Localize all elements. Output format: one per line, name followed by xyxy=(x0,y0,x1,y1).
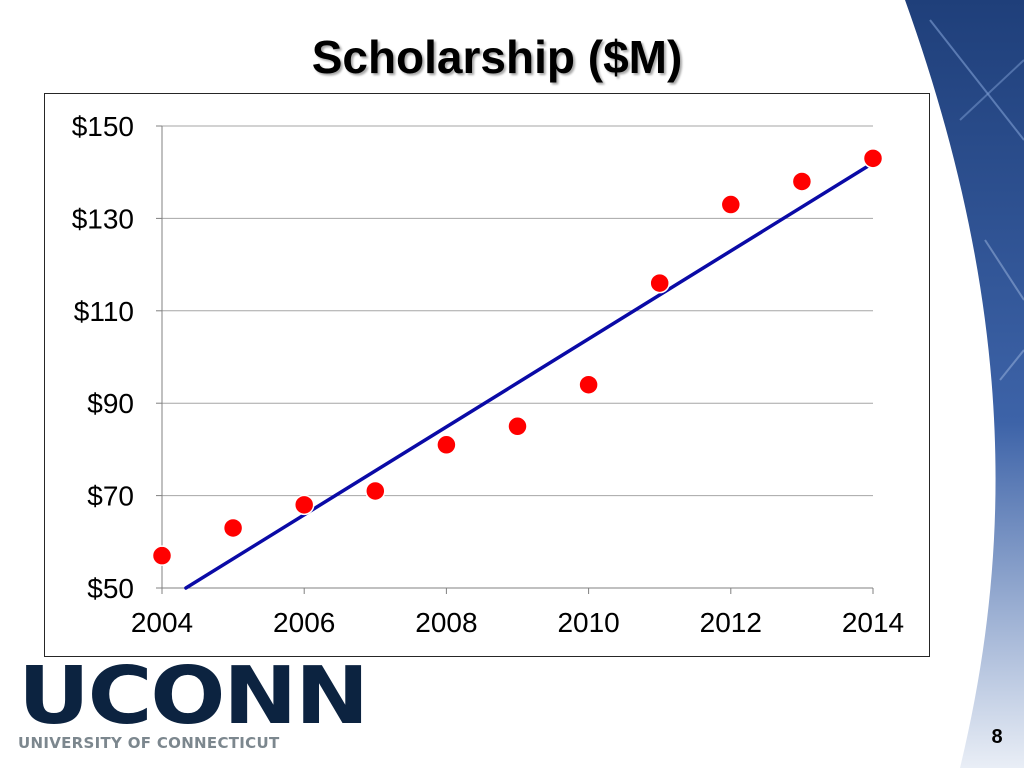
y-tick-label: $110 xyxy=(74,296,134,327)
gridlines xyxy=(162,125,873,497)
logo-wordmark: UCONN xyxy=(18,650,369,742)
uconn-logo: UCONN UNIVERSITY OF CONNECTICUT xyxy=(18,656,369,762)
data-point xyxy=(507,416,528,437)
y-tick-label: $50 xyxy=(87,573,134,604)
data-point xyxy=(862,148,884,169)
data-point xyxy=(578,374,599,395)
chart-frame: $50 $70 $90 $110 $130 $150 2004 2006 2008 2010 201… xyxy=(44,93,930,657)
data-point xyxy=(436,434,457,456)
trendline xyxy=(184,161,875,590)
data-point xyxy=(151,545,173,566)
y-tick-label: $70 xyxy=(87,481,134,512)
x-tick-label: 2014 xyxy=(842,607,904,638)
y-tick-label: $150 xyxy=(72,111,134,142)
x-tick-label: 2006 xyxy=(273,607,335,638)
data-point xyxy=(791,171,813,192)
data-point xyxy=(649,272,670,294)
y-tick-label: $90 xyxy=(87,388,134,419)
data-point xyxy=(293,494,315,516)
axes xyxy=(156,125,874,594)
x-tick-label: 2010 xyxy=(557,607,619,638)
scholarship-scatter-chart: $50 $70 $90 $110 $130 $150 2004 2006 2008 2010 201… xyxy=(72,111,904,638)
data-point xyxy=(222,517,244,539)
page-number: 8 xyxy=(991,726,1003,748)
x-tick-label: 2008 xyxy=(415,607,477,638)
data-point xyxy=(365,480,386,502)
x-tick-label: 2012 xyxy=(700,607,762,638)
data-point xyxy=(720,194,742,215)
trendline-layer xyxy=(184,161,875,590)
logo-subtitle: UNIVERSITY OF CONNECTICUT xyxy=(18,734,280,752)
tick-labels: $50 $70 $90 $110 $130 $150 2004 2006 2008 2010 201… xyxy=(72,111,904,638)
slide-title: Scholarship ($M) xyxy=(311,31,683,83)
data-points xyxy=(151,148,884,566)
y-tick-label: $130 xyxy=(72,203,134,234)
x-tick-label: 2004 xyxy=(131,607,193,638)
